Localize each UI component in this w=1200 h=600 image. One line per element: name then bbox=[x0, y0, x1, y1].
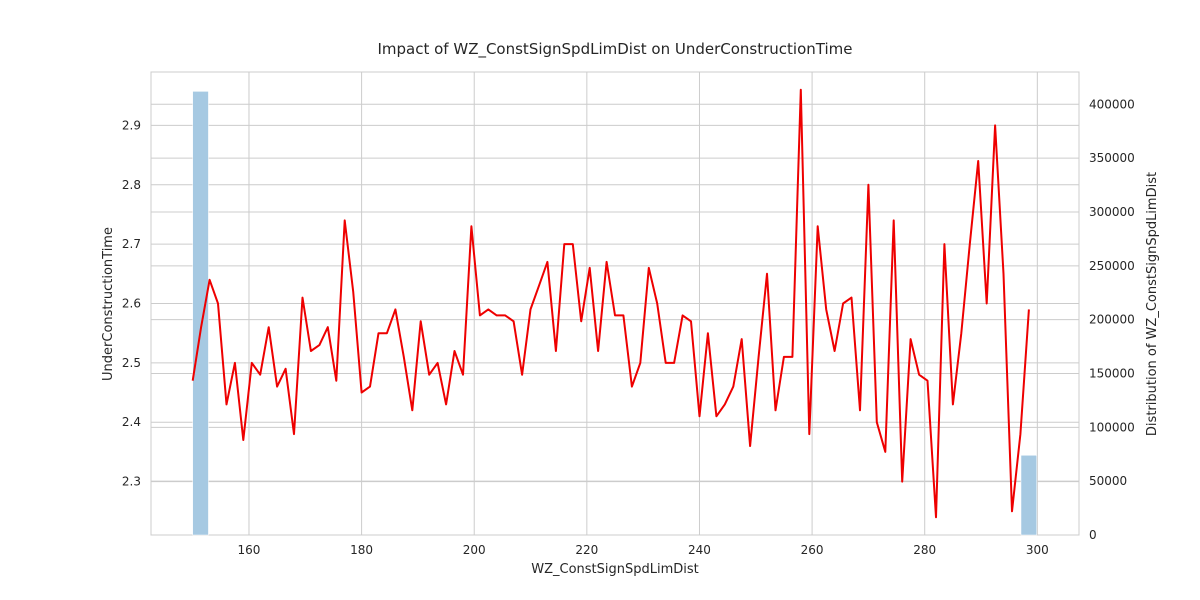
y2-tick-label: 0 bbox=[1089, 528, 1097, 542]
x-tick-label: 200 bbox=[463, 543, 486, 557]
x-tick-label: 180 bbox=[350, 543, 373, 557]
y2-gridlines bbox=[151, 103, 1079, 482]
y2-axis-label: Distribution of WZ_ConstSignSpdLimDist bbox=[1145, 172, 1160, 436]
y-tick-labels: 2.3 2.4 2.5 2.6 2.7 2.8 2.9 bbox=[122, 118, 141, 488]
y-tick-label: 2.3 bbox=[122, 475, 141, 489]
x-tick-label: 160 bbox=[238, 543, 261, 557]
x-tick-labels: 160 180 200 220 240 260 280 300 bbox=[238, 543, 1049, 557]
y2-tick-label: 300000 bbox=[1089, 205, 1135, 219]
y2-tick-label: 200000 bbox=[1089, 313, 1135, 327]
y-tick-label: 2.9 bbox=[122, 118, 141, 132]
distribution-bars bbox=[192, 91, 1038, 536]
x-tick-label: 260 bbox=[801, 543, 824, 557]
y2-tick-label: 400000 bbox=[1089, 97, 1135, 111]
y2-tick-label: 50000 bbox=[1089, 474, 1127, 488]
chart-title: Impact of WZ_ConstSignSpdLimDist on Unde… bbox=[377, 40, 852, 59]
y2-tick-label: 250000 bbox=[1089, 259, 1135, 273]
distribution-bar bbox=[192, 91, 209, 536]
y2-tick-label: 350000 bbox=[1089, 151, 1135, 165]
x-tick-label: 220 bbox=[575, 543, 598, 557]
x-tick-label: 240 bbox=[688, 543, 711, 557]
x-tick-label: 300 bbox=[1026, 543, 1049, 557]
y-tick-label: 2.5 bbox=[122, 356, 141, 370]
y-tick-label: 2.7 bbox=[122, 237, 141, 251]
x-tick-label: 280 bbox=[913, 543, 936, 557]
y2-tick-labels: 0 50000 100000 150000 200000 250000 300000 3500… bbox=[1089, 97, 1135, 542]
x-axis-label: WZ_ConstSignSpdLimDist bbox=[531, 562, 699, 577]
y-tick-label: 2.6 bbox=[122, 297, 141, 311]
y2-tick-label: 100000 bbox=[1089, 420, 1135, 434]
y-tick-label: 2.4 bbox=[122, 415, 141, 429]
impact-line bbox=[191, 88, 1030, 519]
y-tick-label: 2.8 bbox=[122, 178, 141, 192]
distribution-bar bbox=[1020, 455, 1038, 536]
y-axis-label: UnderConstructionTime bbox=[101, 227, 116, 381]
y2-tick-label: 150000 bbox=[1089, 366, 1135, 380]
